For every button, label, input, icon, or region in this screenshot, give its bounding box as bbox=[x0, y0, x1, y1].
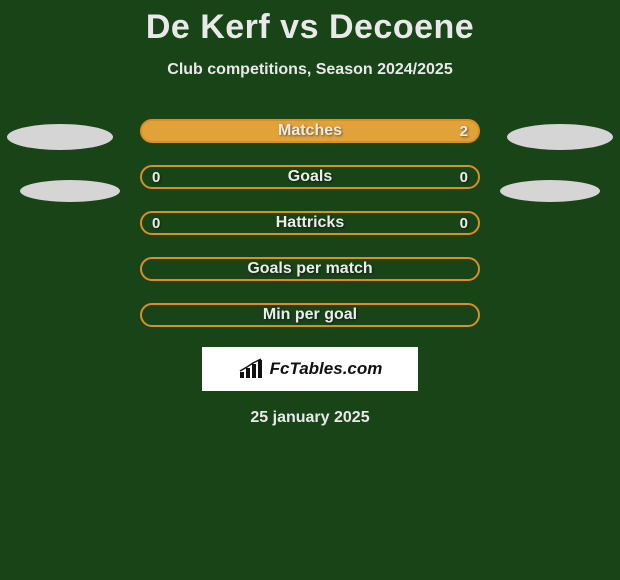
stat-row-goals-per-match: Goals per match bbox=[140, 257, 480, 281]
player-left-shadow bbox=[20, 180, 120, 202]
stat-row-min-per-goal: Min per goal bbox=[140, 303, 480, 327]
stat-right-value: 0 bbox=[460, 169, 468, 186]
player-right-photo-placeholder bbox=[507, 124, 613, 150]
stat-label: Min per goal bbox=[142, 306, 478, 324]
stat-right-value: 2 bbox=[460, 123, 468, 140]
stats-container: Matches 2 0 Goals 0 0 Hattricks 0 Goals … bbox=[0, 119, 620, 327]
stat-label: Hattricks bbox=[142, 214, 478, 232]
page-title: De Kerf vs Decoene bbox=[0, 0, 620, 47]
player-left-photo-placeholder bbox=[7, 124, 113, 150]
brand-badge[interactable]: FcTables.com bbox=[202, 347, 418, 391]
brand-text: FcTables.com bbox=[270, 359, 383, 379]
stat-label: Matches bbox=[142, 122, 478, 140]
player-right-shadow bbox=[500, 180, 600, 202]
stat-label: Goals per match bbox=[142, 260, 478, 278]
stat-row-goals: 0 Goals 0 bbox=[140, 165, 480, 189]
stat-row-matches: Matches 2 bbox=[140, 119, 480, 143]
stat-left-value: 0 bbox=[152, 215, 160, 232]
snapshot-date: 25 january 2025 bbox=[0, 409, 620, 427]
stat-row-hattricks: 0 Hattricks 0 bbox=[140, 211, 480, 235]
bar-chart-icon bbox=[238, 358, 264, 380]
stat-label: Goals bbox=[142, 168, 478, 186]
page-subtitle: Club competitions, Season 2024/2025 bbox=[0, 61, 620, 79]
stat-right-value: 0 bbox=[460, 215, 468, 232]
stat-left-value: 0 bbox=[152, 169, 160, 186]
